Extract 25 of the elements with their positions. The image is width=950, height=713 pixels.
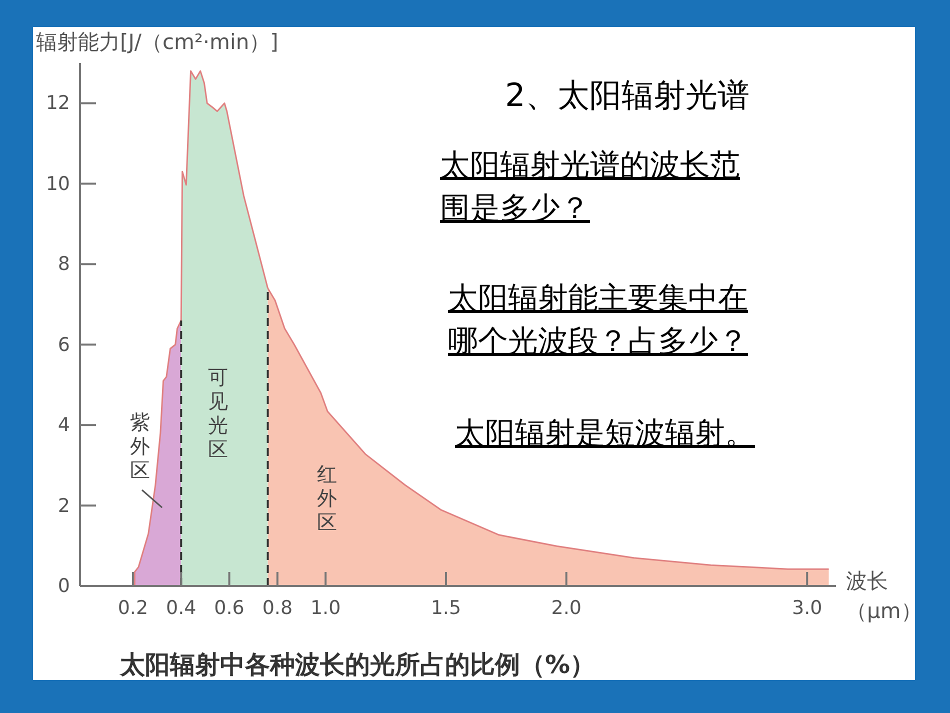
y-axis-title: 辐射能力[J/（cm²·min）] xyxy=(36,29,278,56)
y-tick-label: 12 xyxy=(44,92,70,114)
y-tick-label: 6 xyxy=(56,334,70,356)
x-tick-label: 0.2 xyxy=(116,597,150,619)
y-tick-label: 2 xyxy=(56,494,70,517)
annotation: 太阳辐射光谱的波长范围是多少？ xyxy=(440,147,741,228)
x-tick-label: 1.5 xyxy=(430,597,462,619)
x-tick-label: 0.6 xyxy=(213,597,246,619)
annotation: 太阳辐射能主要集中在哪个光波段？占多少？ xyxy=(448,280,749,361)
x-axis-title: 波长（μm） xyxy=(846,568,922,625)
series-label: 紫外区 xyxy=(129,410,151,482)
x-tick-label: 0.8 xyxy=(261,597,294,619)
y-tick-label: 8 xyxy=(56,253,70,276)
series-label: 可见光区 xyxy=(207,365,229,461)
annotation: 太阳辐射是短波辐射。 xyxy=(455,415,756,453)
text: 太阳辐射中各种波长的光所占的比例（%） xyxy=(120,649,596,681)
x-tick-label: 3.0 xyxy=(790,597,824,619)
text: 2、太阳辐射光谱 xyxy=(505,75,750,116)
y-tick-label: 10 xyxy=(44,172,70,195)
y-tick-label: 0 xyxy=(56,575,70,597)
y-tick-label: 4 xyxy=(56,414,70,436)
x-tick-label: 1.0 xyxy=(309,597,342,619)
series-label: 红外区 xyxy=(316,462,338,534)
x-tick-label: 2.0 xyxy=(550,597,582,619)
x-tick-label: 0.4 xyxy=(165,597,198,619)
